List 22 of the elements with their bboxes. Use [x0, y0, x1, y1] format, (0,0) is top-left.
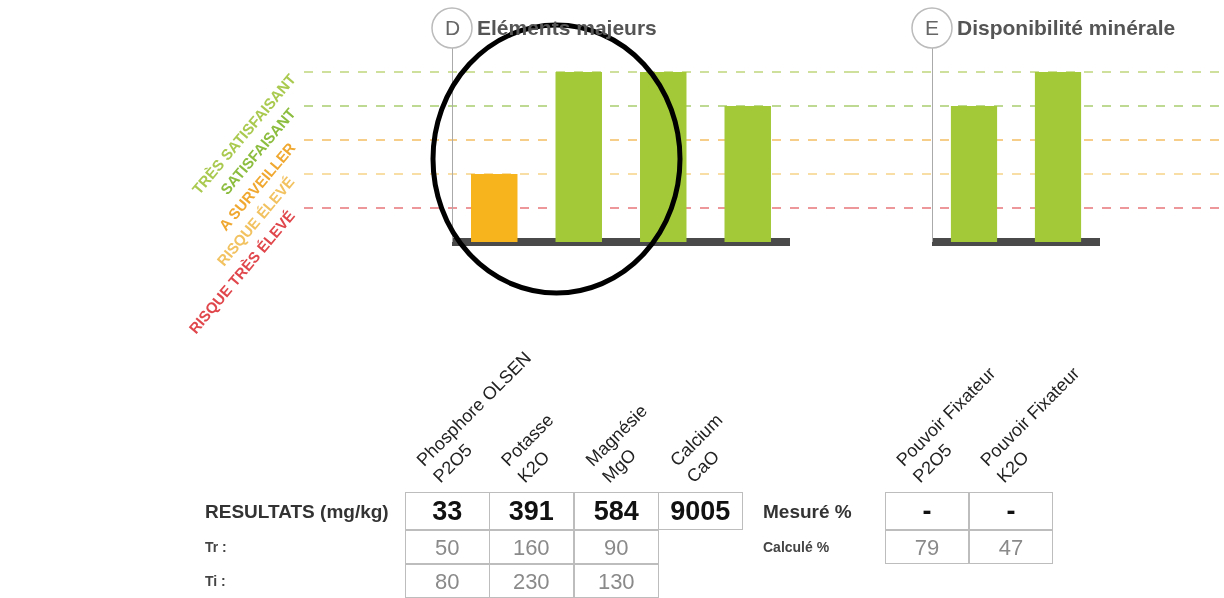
chart-title: E	[925, 16, 940, 39]
text: 90	[604, 534, 629, 560]
text: Tr :	[205, 539, 227, 555]
text: -	[1006, 496, 1016, 526]
text: 47	[998, 534, 1024, 560]
text: 391	[508, 496, 554, 526]
chart-title: D	[445, 16, 461, 39]
text: RESULTATS (mg/kg)	[205, 501, 389, 522]
text: 584	[593, 496, 639, 526]
text: 50	[435, 534, 460, 560]
text: 79	[914, 534, 940, 560]
text: -	[922, 496, 932, 526]
text: 130	[597, 568, 635, 594]
text: 230	[512, 568, 550, 594]
text: 160	[512, 534, 550, 560]
text: Ti :	[205, 573, 226, 589]
text: 80	[435, 568, 460, 594]
text: Mesuré %	[763, 501, 852, 522]
chart-subtitle: Disponibilité minérale	[957, 16, 1176, 39]
text: 33	[432, 496, 463, 526]
text: Calculé %	[763, 539, 830, 555]
text: 9005	[670, 496, 731, 526]
